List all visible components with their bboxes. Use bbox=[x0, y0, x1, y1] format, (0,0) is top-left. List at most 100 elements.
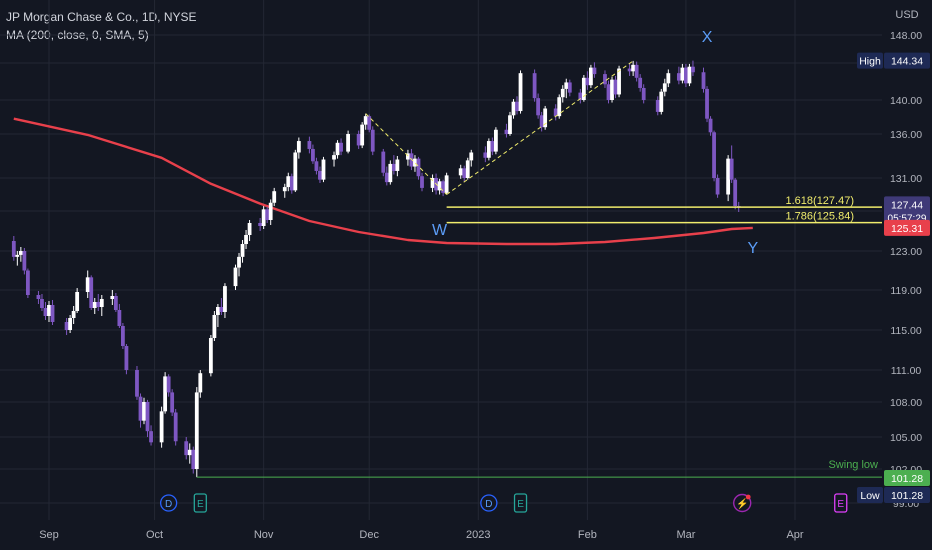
candle-body bbox=[733, 179, 738, 207]
split-event-icon bbox=[733, 493, 752, 513]
candle-body bbox=[360, 124, 365, 146]
candle-body bbox=[184, 441, 189, 456]
candle-body bbox=[89, 277, 94, 308]
candle-body bbox=[712, 132, 716, 178]
candle-body bbox=[212, 315, 217, 338]
candle-body bbox=[511, 101, 516, 116]
event-alert-dot bbox=[745, 494, 751, 500]
candle-body bbox=[75, 292, 80, 311]
earnings-event-icon bbox=[513, 493, 528, 513]
candle-body bbox=[543, 108, 548, 128]
earnings-event-icon bbox=[834, 493, 848, 513]
candle-body bbox=[272, 191, 277, 203]
x-tick-label: 2023 bbox=[466, 529, 490, 541]
candle-body bbox=[567, 82, 572, 93]
y-tick-label: 105.00 bbox=[890, 432, 922, 444]
candle-body bbox=[47, 305, 51, 316]
earnings-event-label: E bbox=[517, 499, 524, 510]
candle-body bbox=[395, 159, 400, 171]
candle-body bbox=[149, 431, 153, 443]
y-tick-label: 115.00 bbox=[890, 325, 921, 337]
candle-body bbox=[705, 88, 709, 119]
price-badge-bg bbox=[884, 219, 930, 236]
dividend-event-label: D bbox=[165, 499, 172, 510]
x-tick-label: Feb bbox=[578, 529, 597, 541]
x-tick-label: Apr bbox=[786, 529, 803, 541]
candle-body bbox=[335, 142, 340, 156]
candle-body bbox=[462, 168, 467, 178]
dividend-event-label: D bbox=[485, 499, 492, 510]
candle-body bbox=[684, 67, 688, 84]
candle-body bbox=[113, 296, 118, 310]
x-tick-label: Dec bbox=[359, 529, 379, 541]
candle-body bbox=[666, 73, 671, 84]
candle-body bbox=[110, 296, 115, 299]
y-tick-label: 148.00 bbox=[890, 30, 922, 42]
candle-body bbox=[676, 73, 681, 81]
candle-body bbox=[293, 152, 298, 191]
y-tick-label: 140.00 bbox=[890, 95, 922, 107]
y-tick-label: 119.00 bbox=[890, 285, 921, 297]
candle-body bbox=[486, 141, 491, 158]
wave-label-y: Y bbox=[747, 240, 758, 257]
candle-body bbox=[92, 302, 97, 308]
candle-body bbox=[265, 209, 270, 220]
candle-body bbox=[233, 267, 238, 287]
candle-body bbox=[518, 73, 523, 112]
candle-body bbox=[560, 88, 565, 98]
candle-body bbox=[691, 66, 695, 73]
candle-body bbox=[617, 68, 621, 95]
candle-body bbox=[687, 66, 692, 84]
candle-body bbox=[296, 141, 301, 153]
candle-body bbox=[578, 92, 583, 100]
chart-title: JP Morgan Chase & Co., 1D, NYSE bbox=[6, 10, 197, 24]
split-event-label: ⚡ bbox=[736, 497, 748, 510]
candle-body bbox=[603, 74, 607, 85]
x-tick-label: Mar bbox=[676, 529, 695, 541]
candle-body bbox=[244, 235, 248, 244]
candle-body bbox=[610, 79, 614, 100]
candle-body bbox=[25, 270, 30, 295]
candle-body bbox=[564, 82, 569, 89]
candle-body bbox=[363, 116, 368, 125]
candle-body bbox=[416, 158, 421, 177]
pattern-trend-line bbox=[446, 60, 634, 195]
candle-body bbox=[532, 73, 537, 99]
wave-label-w: W bbox=[432, 222, 448, 239]
candle-body bbox=[508, 115, 512, 134]
earnings-event-label: E bbox=[837, 499, 844, 510]
candle-body bbox=[240, 244, 245, 257]
candle-body bbox=[191, 449, 196, 469]
candle-body bbox=[553, 108, 558, 117]
x-tick-label: Oct bbox=[146, 529, 163, 541]
price-badge-title: Low bbox=[860, 490, 880, 502]
candle-body bbox=[420, 176, 424, 188]
candle-body bbox=[437, 181, 442, 191]
fib-level-label: 1.618(127.47) bbox=[786, 195, 855, 207]
price-badge-value: 101.28 bbox=[891, 490, 923, 502]
earnings-event-icon bbox=[193, 493, 207, 513]
candle-body bbox=[142, 402, 146, 421]
currency-label: USD bbox=[895, 9, 918, 21]
candle-body bbox=[444, 175, 449, 193]
candle-body bbox=[515, 101, 519, 112]
dividend-event-icon bbox=[480, 494, 498, 512]
candle-body bbox=[504, 129, 509, 134]
candle-body bbox=[68, 318, 73, 330]
pattern-trend-line bbox=[365, 113, 447, 195]
candle-body bbox=[490, 141, 495, 152]
price-badge-bg bbox=[884, 470, 930, 486]
candle-body bbox=[50, 305, 55, 322]
candle-body bbox=[117, 310, 122, 326]
price-badge-bg bbox=[884, 52, 930, 69]
price-badge-title: High bbox=[859, 56, 881, 68]
x-tick-label: Nov bbox=[254, 529, 274, 541]
candle-body bbox=[493, 129, 498, 152]
swing-low-label: Swing low bbox=[828, 459, 878, 471]
candle-body bbox=[627, 68, 632, 72]
candle-body bbox=[680, 67, 685, 81]
candle-body bbox=[187, 449, 192, 456]
candle-body bbox=[307, 141, 312, 149]
candle-body bbox=[166, 376, 171, 393]
